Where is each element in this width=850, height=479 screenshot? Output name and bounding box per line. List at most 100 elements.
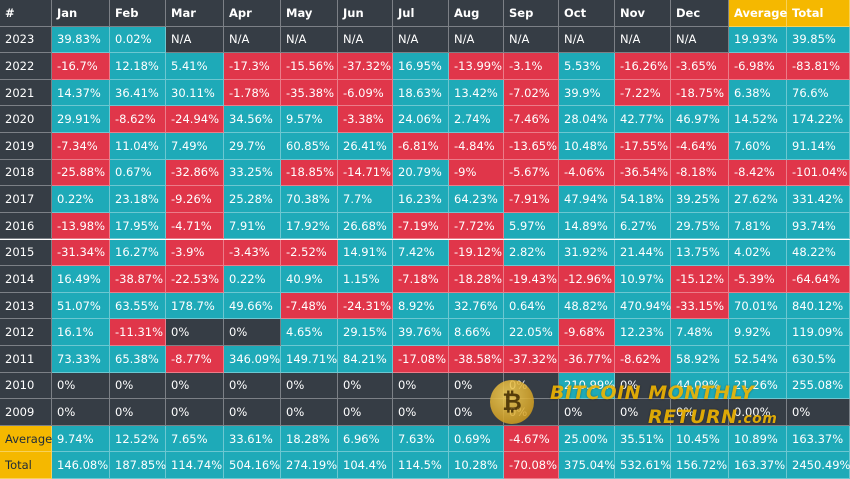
data-cell: 2450.49% [787, 452, 850, 479]
data-cell: -8.77% [166, 345, 224, 373]
data-cell: -13.65% [504, 133, 559, 160]
data-cell: 76.6% [787, 79, 850, 107]
data-cell: -4.06% [559, 159, 615, 187]
data-cell: 28.04% [559, 106, 615, 134]
data-cell: 504.16% [224, 452, 281, 479]
column-header-aug: Aug [449, 0, 504, 27]
data-cell: -15.56% [281, 53, 338, 80]
row-label-2022: 2022 [0, 53, 52, 80]
column-header-apr: Apr [224, 0, 281, 27]
data-cell: 39.85% [787, 26, 850, 54]
data-cell: -16.26% [615, 53, 671, 80]
corner-header: # [0, 0, 52, 27]
data-cell: -9.26% [166, 186, 224, 213]
data-cell: 114.5% [393, 452, 449, 479]
data-cell: -37.32% [504, 345, 559, 373]
data-cell: 21.44% [615, 239, 671, 267]
data-cell: 0% [393, 372, 449, 400]
data-cell: N/A [671, 26, 729, 54]
data-cell: 10.28% [449, 452, 504, 479]
data-cell: 17.92% [281, 212, 338, 240]
data-cell: 7.60% [729, 133, 787, 160]
data-cell: 4.65% [281, 319, 338, 346]
data-cell: -17.3% [224, 53, 281, 80]
data-cell: 346.09% [224, 345, 281, 373]
data-cell: 16.1% [52, 319, 110, 346]
data-cell: 0% [787, 399, 850, 426]
column-header-jan: Jan [52, 0, 110, 27]
data-cell: 16.23% [393, 186, 449, 213]
data-cell: 19.93% [729, 26, 787, 54]
data-cell: 163.37% [729, 452, 787, 479]
data-cell: 8.66% [449, 319, 504, 346]
data-cell: 20.79% [393, 159, 449, 187]
data-cell: N/A [449, 26, 504, 54]
data-cell: 26.68% [338, 212, 393, 240]
data-cell: 42.77% [615, 106, 671, 134]
data-cell: 146.08% [52, 452, 110, 479]
data-cell: -1.78% [224, 79, 281, 107]
data-cell: 14.37% [52, 79, 110, 107]
data-cell: 0% [615, 399, 671, 426]
data-cell: -7.18% [393, 266, 449, 293]
data-cell: 73.33% [52, 345, 110, 373]
data-cell: -7.72% [449, 212, 504, 240]
data-cell: 0.02% [110, 26, 166, 54]
data-cell: 21.26% [729, 372, 787, 400]
data-cell: 6.27% [615, 212, 671, 240]
data-cell: 2.74% [449, 106, 504, 134]
data-cell: 63.55% [110, 292, 166, 320]
data-cell: 210.99% [559, 372, 615, 400]
data-cell: 18.63% [393, 79, 449, 107]
data-cell: 32.76% [449, 292, 504, 320]
data-cell: 17.95% [110, 212, 166, 240]
data-cell: 0% [281, 372, 338, 400]
data-cell: 18.28% [281, 425, 338, 453]
data-cell: -36.77% [559, 345, 615, 373]
data-cell: N/A [393, 26, 449, 54]
data-cell: 0% [504, 372, 559, 400]
data-cell: 0% [504, 399, 559, 426]
data-cell: 93.74% [787, 212, 850, 240]
row-label-2010: 2010 [0, 372, 52, 400]
column-header-average: Average [729, 0, 787, 27]
data-cell: 10.48% [559, 133, 615, 160]
data-cell: 33.25% [224, 159, 281, 187]
data-cell: 22.05% [504, 319, 559, 346]
data-cell: 532.61% [615, 452, 671, 479]
column-header-may: May [281, 0, 338, 27]
row-label-2016: 2016 [0, 212, 52, 240]
data-cell: 7.65% [166, 425, 224, 453]
data-cell: 0.67% [110, 159, 166, 187]
row-label-2014: 2014 [0, 266, 52, 293]
data-cell: -9% [449, 159, 504, 187]
data-cell: -35.38% [281, 79, 338, 107]
data-cell: 35.51% [615, 425, 671, 453]
data-cell: 27.62% [729, 186, 787, 213]
data-cell: -8.42% [729, 159, 787, 187]
data-cell: -7.46% [504, 106, 559, 134]
data-cell: 5.97% [504, 212, 559, 240]
data-cell: 58.92% [671, 345, 729, 373]
data-cell: 70.38% [281, 186, 338, 213]
data-cell: N/A [224, 26, 281, 54]
data-cell: 14.52% [729, 106, 787, 134]
data-cell: 0% [52, 372, 110, 400]
data-cell: -8.62% [110, 106, 166, 134]
data-cell: 630.5% [787, 345, 850, 373]
data-cell: -6.81% [393, 133, 449, 160]
data-cell: 114.74% [166, 452, 224, 479]
data-cell: 10.97% [615, 266, 671, 293]
data-cell: -3.1% [504, 53, 559, 80]
data-cell: 119.09% [787, 319, 850, 346]
data-cell: 36.41% [110, 79, 166, 107]
data-cell: 0% [224, 372, 281, 400]
data-cell: -3.43% [224, 239, 281, 267]
data-cell: 65.38% [110, 345, 166, 373]
data-cell: 0.22% [224, 266, 281, 293]
data-cell: 470.94% [615, 292, 671, 320]
row-label-2017: 2017 [0, 186, 52, 213]
row-label-2019: 2019 [0, 133, 52, 160]
data-cell: 34.56% [224, 106, 281, 134]
row-label-2021: 2021 [0, 79, 52, 107]
